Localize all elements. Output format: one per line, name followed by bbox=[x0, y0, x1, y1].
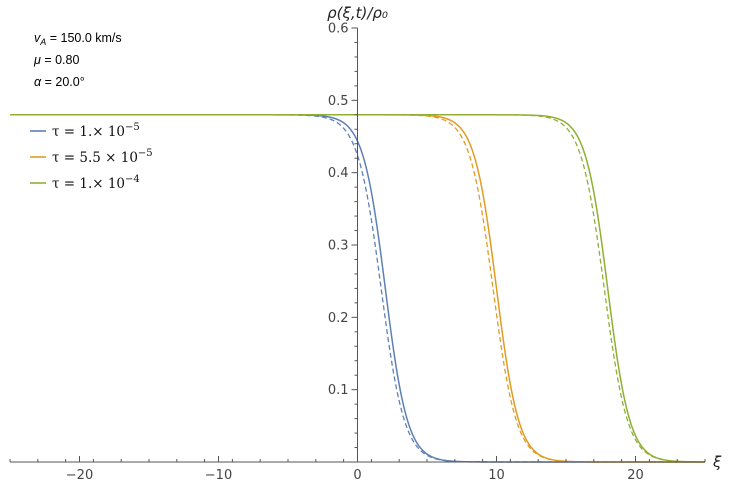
y-tick-label: 0.5 bbox=[328, 94, 349, 109]
y-tick-label: 0.6 bbox=[328, 22, 349, 37]
y-tick-label: 0.4 bbox=[328, 166, 349, 181]
parameter-annotation: α = 20.0° bbox=[34, 75, 85, 89]
x-tick-label: −10 bbox=[205, 468, 232, 483]
x-tick-label: 10 bbox=[488, 468, 505, 483]
parameter-annotations: vA = 150.0 km/s μ = 0.80 α = 20.0° bbox=[33, 31, 122, 89]
legend-label-3: τ = 1.× 10−4 bbox=[52, 174, 140, 192]
legend-label-2: τ = 5.5 × 10−5 bbox=[52, 148, 153, 166]
x-tick-label: −20 bbox=[66, 468, 93, 483]
y-tick-label: 0.1 bbox=[328, 383, 349, 398]
x-tick-label: 0 bbox=[353, 468, 361, 483]
y-ticks: 0.1 0.2 0.3 0.4 0.5 0.6 bbox=[328, 22, 358, 449]
x-tick-label: 20 bbox=[627, 468, 644, 483]
axes-layer: −20 −10 0 10 20 0.1 0.2 0.3 0.4 0.5 0.6 ξ ρ(ξ,t)/… bbox=[9, 4, 722, 483]
legend: τ = 1.× 10−5 τ = 5.5 × 10−5 τ = 1.× 10−4 bbox=[30, 122, 153, 192]
x-axis-label: ξ bbox=[712, 453, 722, 471]
x-ticks: −20 −10 0 10 20 bbox=[9, 456, 706, 483]
y-tick-label: 0.3 bbox=[328, 239, 349, 254]
parameter-annotation: vA = 150.0 km/s bbox=[34, 31, 122, 47]
legend-label-1: τ = 1.× 10−5 bbox=[52, 122, 140, 140]
parameter-annotation: μ = 0.80 bbox=[33, 53, 79, 67]
y-tick-label: 0.2 bbox=[328, 311, 349, 326]
y-axis-label: ρ(ξ,t)/ρ₀ bbox=[327, 4, 388, 22]
